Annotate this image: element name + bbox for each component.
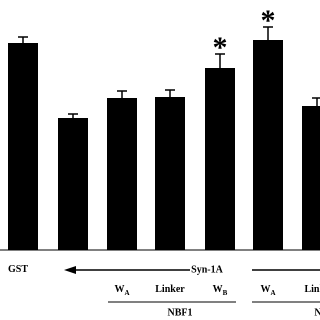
bar — [155, 97, 185, 250]
group-label: NBF1 — [168, 307, 193, 318]
arrow-head — [64, 266, 76, 274]
arrow-label: Syn-1A — [191, 264, 223, 275]
category-text: W — [260, 284, 270, 295]
x-tick-label: GST — [8, 264, 28, 275]
annotation: * — [261, 4, 276, 37]
category-text: GST — [8, 264, 28, 275]
category-subscript: B — [223, 289, 228, 297]
bar — [8, 43, 38, 250]
group-label: N — [314, 307, 320, 318]
x-tick-label: Linker — [155, 284, 185, 295]
x-tick-label: WA — [114, 284, 129, 296]
category-subscript: A — [270, 289, 275, 297]
category-text: Linker — [155, 284, 185, 295]
annotation: * — [213, 31, 228, 64]
bar — [58, 118, 88, 250]
bar — [253, 40, 283, 250]
category-text: W — [213, 284, 223, 295]
bar — [205, 68, 235, 250]
category-text: Linke — [304, 284, 320, 295]
bar — [302, 106, 320, 250]
x-tick-label: WB — [213, 284, 228, 296]
x-tick-label: Linke — [304, 284, 320, 295]
category-subscript: A — [124, 289, 129, 297]
x-tick-label: WA — [260, 284, 275, 296]
bar — [107, 98, 137, 250]
category-text: W — [114, 284, 124, 295]
